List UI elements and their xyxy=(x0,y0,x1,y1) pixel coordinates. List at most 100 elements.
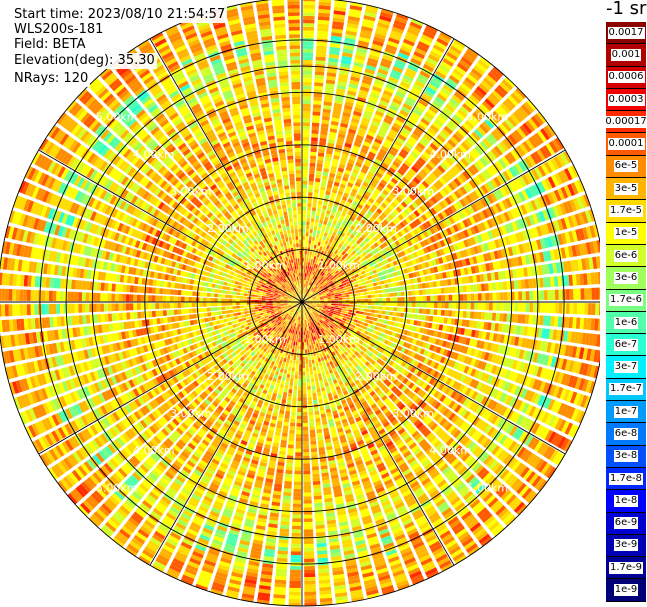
beta-cell xyxy=(290,415,296,420)
beta-cell xyxy=(303,327,305,332)
beta-cell xyxy=(430,470,440,480)
beta-cell xyxy=(456,447,465,457)
beta-cell xyxy=(292,521,302,526)
beta-cell xyxy=(331,305,335,307)
beta-cell xyxy=(310,448,318,453)
beta-cell xyxy=(501,356,508,367)
beta-cell xyxy=(442,375,449,384)
beta-cell xyxy=(380,405,387,412)
beta-cell xyxy=(466,377,473,386)
beta-cell xyxy=(422,328,428,335)
beta-cell xyxy=(332,312,337,315)
beta-cell xyxy=(536,353,543,364)
beta-cell xyxy=(389,336,395,342)
beta-cell xyxy=(455,344,462,352)
beta-cell xyxy=(292,400,297,405)
beta-cell xyxy=(415,468,425,477)
beta-cell xyxy=(377,327,383,332)
beta-cell xyxy=(425,343,431,350)
beta-cell xyxy=(318,309,323,312)
beta-cell xyxy=(425,432,434,440)
beta-cell xyxy=(564,316,570,328)
beta-cell xyxy=(380,418,388,425)
beta-cell xyxy=(329,311,334,314)
beta-cell xyxy=(392,378,399,385)
beta-cell xyxy=(436,392,444,401)
beta-cell xyxy=(316,354,320,359)
beta-cell xyxy=(308,411,314,416)
beta-cell xyxy=(343,356,348,361)
beta-cell xyxy=(291,348,295,353)
beta-cell xyxy=(461,452,471,462)
beta-cell xyxy=(502,313,508,322)
beta-cell xyxy=(307,306,311,309)
beta-cell xyxy=(288,366,292,371)
beta-cell xyxy=(292,393,297,398)
beta-cell xyxy=(437,331,442,338)
beta-cell xyxy=(485,302,490,311)
beta-cell xyxy=(437,527,449,536)
beta-cell xyxy=(303,518,313,523)
beta-cell xyxy=(376,442,384,449)
beta-cell xyxy=(360,302,365,305)
beta-cell xyxy=(299,357,302,361)
beta-cell xyxy=(303,452,310,457)
beta-cell xyxy=(402,419,410,427)
beta-cell xyxy=(345,327,350,332)
beta-cell xyxy=(312,396,318,401)
beta-cell xyxy=(287,396,292,401)
beta-cell xyxy=(298,382,302,387)
beta-cell xyxy=(557,372,564,384)
beta-cell xyxy=(502,436,511,447)
beta-cell xyxy=(384,410,392,418)
beta-cell xyxy=(419,348,426,355)
beta-cell xyxy=(290,569,301,574)
beta-cell xyxy=(463,513,475,524)
beta-cell xyxy=(303,320,305,324)
beta-cell xyxy=(303,499,312,504)
beta-cell xyxy=(445,490,456,500)
beta-cell xyxy=(469,378,476,388)
beta-cell xyxy=(393,422,401,429)
beta-cell xyxy=(426,351,432,358)
beta-cell xyxy=(444,333,449,340)
beta-cell xyxy=(129,303,134,311)
beta-cell xyxy=(298,331,301,335)
beta-cell xyxy=(34,304,39,315)
beta-cell xyxy=(170,316,176,323)
beta-cell xyxy=(340,328,345,332)
beta-cell xyxy=(459,302,464,310)
beta-cell xyxy=(346,348,352,354)
beta-cell xyxy=(280,517,290,522)
beta-cell xyxy=(595,303,600,316)
beta-cell xyxy=(307,386,311,390)
beta-cell xyxy=(288,598,301,603)
beta-cell xyxy=(362,315,367,319)
beta-cell xyxy=(316,539,327,544)
beta-cell xyxy=(305,360,309,365)
beta-cell xyxy=(522,417,531,429)
beta-cell xyxy=(396,328,402,333)
beta-cell xyxy=(202,302,207,307)
beta-cell xyxy=(460,364,467,373)
beta-cell xyxy=(521,314,526,324)
beta-cell xyxy=(298,368,302,372)
beta-cell xyxy=(78,303,83,313)
beta-cell xyxy=(345,304,350,307)
beta-cell xyxy=(426,359,433,366)
beta-cell xyxy=(363,322,369,327)
beta-cell xyxy=(303,444,310,449)
beta-cell xyxy=(434,401,442,410)
beta-cell xyxy=(310,437,316,442)
beta-cell xyxy=(360,388,367,394)
beta-cell xyxy=(418,438,427,447)
beta-cell xyxy=(303,470,311,475)
beta-cell xyxy=(493,416,502,427)
beta-cell xyxy=(551,432,560,445)
beta-cell xyxy=(320,304,324,307)
beta-cell xyxy=(372,329,378,335)
beta-cell xyxy=(573,392,581,405)
beta-cell xyxy=(386,335,391,341)
beta-cell xyxy=(487,426,496,437)
beta-cell xyxy=(524,389,532,401)
